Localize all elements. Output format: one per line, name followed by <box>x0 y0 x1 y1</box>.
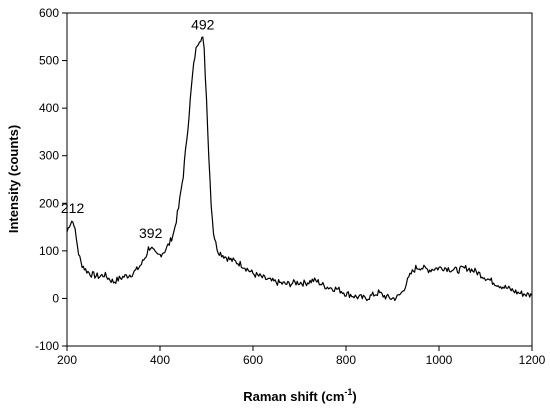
y-tick-label: 300 <box>39 149 59 163</box>
x-tick-label: 1200 <box>519 353 546 367</box>
plot-area-frame <box>66 12 533 347</box>
x-axis-title-main: Raman shift (cm <box>243 389 344 404</box>
peak-label: 492 <box>191 17 215 33</box>
y-tick-label: 0 <box>52 291 59 305</box>
y-tick-label: -100 <box>35 339 59 353</box>
series-line <box>66 36 533 302</box>
peak-label: 392 <box>139 225 163 241</box>
x-tick-label: 1000 <box>426 353 453 367</box>
x-axis-title: Raman shift (cm-1) <box>243 387 357 404</box>
y-tick-label: 500 <box>39 54 59 68</box>
peak-label: 212 <box>61 200 85 216</box>
y-tick-label: 100 <box>39 244 59 258</box>
y-tick-label: 200 <box>39 196 59 210</box>
x-tick-label: 800 <box>336 353 356 367</box>
x-tick-label: 200 <box>57 353 77 367</box>
x-axis-title-superscript: -1 <box>344 387 352 397</box>
x-tick-label: 400 <box>150 353 170 367</box>
y-tick-label: 600 <box>39 6 59 20</box>
x-axis-title-suffix: ) <box>352 389 356 404</box>
x-tick-label: 600 <box>243 353 263 367</box>
y-tick-label: 400 <box>39 101 59 115</box>
y-axis-title: Intensity (counts) <box>6 125 21 233</box>
